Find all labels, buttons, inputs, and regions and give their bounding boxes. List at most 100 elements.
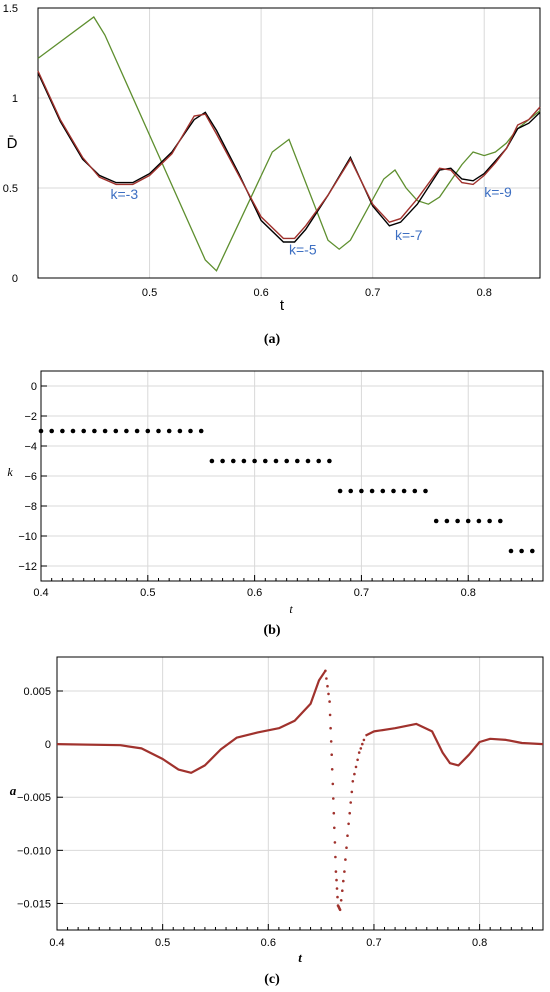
chart-c-point bbox=[325, 677, 328, 680]
chart-b-ytick-label: −10 bbox=[18, 531, 37, 543]
chart-b-point bbox=[102, 428, 108, 434]
chart-c-point bbox=[362, 738, 366, 742]
chart-b-grid bbox=[40, 371, 543, 581]
chart-c-point bbox=[344, 858, 347, 861]
chart-b-caption: (b) bbox=[263, 623, 280, 638]
chart-c-curve-right bbox=[365, 722, 544, 767]
chart-b-point bbox=[327, 458, 332, 464]
chart-a-ytick-label: 1 bbox=[12, 93, 18, 105]
chart-b-point bbox=[519, 548, 524, 554]
chart-c-point bbox=[346, 834, 349, 837]
chart-b-point bbox=[70, 428, 76, 434]
chart-b-point bbox=[177, 428, 183, 434]
chart-c-point bbox=[361, 742, 364, 746]
chart-b-xtick-label: 0.6 bbox=[247, 587, 262, 599]
chart-a-grid bbox=[38, 8, 540, 278]
chart-c-point bbox=[349, 801, 353, 804]
chart-b-ytick-label: 0 bbox=[31, 381, 37, 393]
chart-b-point bbox=[455, 518, 460, 524]
chart-c-ytick-label: −0.005 bbox=[17, 792, 51, 804]
chart-b-ytick-label: −8 bbox=[24, 501, 37, 513]
chart-b-point bbox=[316, 458, 322, 464]
chart-b-xtick-label: 0.4 bbox=[33, 587, 48, 599]
chart-a-annotation: k=-7 bbox=[395, 227, 423, 243]
chart-b-point bbox=[60, 428, 65, 434]
chart-b-point bbox=[188, 428, 193, 434]
chart-c-point bbox=[334, 855, 337, 859]
chart-c-point bbox=[327, 692, 330, 696]
chart-c-point bbox=[334, 870, 338, 873]
chart-b-points bbox=[38, 428, 535, 554]
chart-a-annotation: k=-5 bbox=[289, 242, 317, 258]
chart-b-point bbox=[305, 458, 311, 464]
chart-c-point bbox=[326, 684, 329, 688]
chart-c-point bbox=[356, 758, 359, 762]
chart-c-point bbox=[339, 899, 343, 902]
chart-c-grid bbox=[56, 657, 543, 930]
chart-c-point bbox=[341, 889, 344, 892]
chart-a-caption: (a) bbox=[264, 332, 281, 347]
chart-b-point bbox=[284, 458, 290, 464]
chart-b-point bbox=[391, 488, 396, 494]
chart-c-xlabel: t bbox=[298, 950, 302, 965]
chart-a-series-line bbox=[37, 70, 541, 240]
chart-c-point bbox=[342, 879, 345, 883]
chart-b-point bbox=[49, 428, 54, 434]
chart-b-point bbox=[231, 458, 236, 464]
chart-c-point bbox=[353, 772, 356, 776]
chart-c-xtick-label: 0.4 bbox=[49, 937, 64, 949]
chart-b-point bbox=[487, 518, 492, 524]
chart-c-point bbox=[338, 908, 342, 912]
chart-c-series bbox=[56, 669, 544, 912]
chart-c-point bbox=[332, 811, 336, 815]
chart-b-point bbox=[498, 518, 503, 524]
chart-c-point bbox=[343, 870, 346, 873]
chart-c-point bbox=[330, 768, 334, 771]
chart-a-ticks: 0.5 0.6 0.7 0.8 0 0.5 1 1.5 bbox=[3, 3, 492, 299]
chart-c-ylabel: a bbox=[10, 783, 17, 798]
chart-c-ytick-label: 0 bbox=[45, 739, 51, 751]
chart-c: 0.4 0.5 0.6 0.7 0.80.0050−0.005−0.010−0.015 … bbox=[10, 656, 544, 987]
chart-b-point bbox=[263, 458, 268, 464]
chart-b-point bbox=[81, 428, 86, 434]
chart-b-point bbox=[348, 488, 354, 494]
chart-a-annotation: k=-9 bbox=[484, 184, 512, 200]
chart-c-point bbox=[359, 747, 363, 750]
chart-a-annotations: k=-3 k=-5 k=-7 k=-9 bbox=[111, 184, 513, 258]
chart-b-point bbox=[134, 428, 140, 434]
chart-c-frame bbox=[56, 656, 544, 931]
chart-b-point bbox=[530, 548, 535, 554]
chart-b-point bbox=[124, 428, 129, 434]
chart-b-point bbox=[369, 488, 375, 494]
chart-c-point bbox=[347, 822, 350, 826]
chart-a-series-line bbox=[37, 72, 541, 243]
chart-a: 0.5 0.6 0.7 0.800.511.5 k=-3k=-5k=-7k=-9 t … bbox=[3, 3, 541, 347]
chart-c-point bbox=[350, 790, 354, 794]
chart-b-point bbox=[433, 518, 439, 524]
chart-b-point bbox=[508, 548, 514, 554]
chart-b-ytick-label: −12 bbox=[18, 561, 37, 573]
chart-c-point bbox=[328, 700, 331, 703]
chart-a-xtick-label: 0.5 bbox=[142, 287, 157, 299]
chart-c-point bbox=[329, 726, 332, 730]
chart-a-xlabel: t bbox=[280, 297, 285, 314]
chart-c-point bbox=[354, 765, 358, 769]
chart-b-ticks: 0.4 0.5 0.6 0.7 0.8 0 −2 −4 −6 −8 −10 −12 bbox=[18, 381, 533, 599]
chart-b-xtick-label: 0.8 bbox=[461, 587, 476, 599]
chart-b-point bbox=[92, 428, 97, 434]
chart-c-point bbox=[329, 740, 333, 743]
chart-b-point bbox=[198, 428, 204, 434]
chart-b-point bbox=[113, 428, 119, 434]
chart-b-point bbox=[423, 488, 428, 494]
chart-b-ytick-label: −6 bbox=[24, 471, 37, 483]
chart-b-xtick-label: 0.7 bbox=[354, 587, 369, 599]
chart-c-xtick-label: 0.5 bbox=[155, 937, 170, 949]
chart-c-point bbox=[330, 753, 334, 756]
chart-b-point bbox=[220, 458, 225, 464]
chart-c-ytick-label: 0.005 bbox=[23, 686, 51, 698]
chart-c-curve-left bbox=[56, 670, 327, 774]
chart-a-ytick-label: 0.5 bbox=[3, 183, 18, 195]
chart-b-point bbox=[166, 428, 172, 434]
chart-b-point bbox=[476, 518, 482, 524]
